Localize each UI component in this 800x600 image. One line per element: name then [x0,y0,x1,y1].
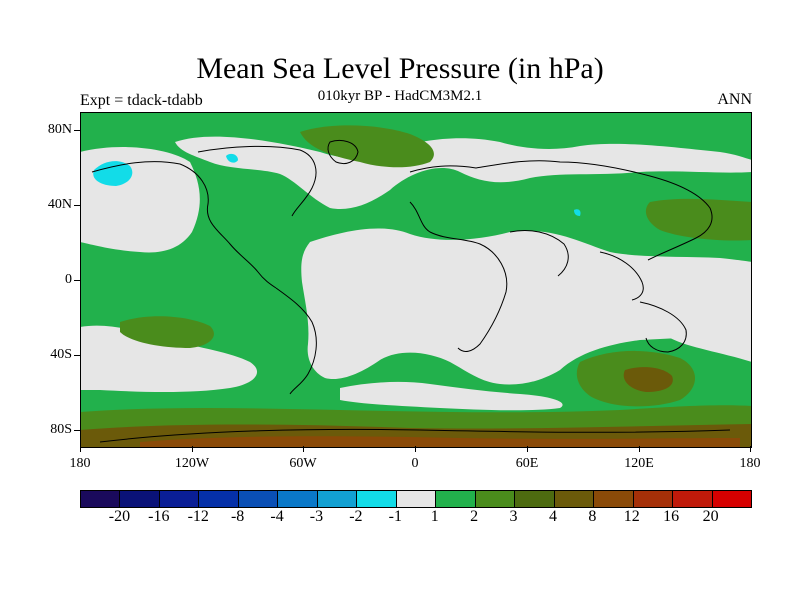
colorbar-box [554,491,595,507]
field-strong-south-indian-core [623,367,673,392]
season-label: ANN [717,91,752,108]
field-strongest-antarctic [140,436,740,448]
field-neutral-pacific-west [640,261,752,362]
colorbar-box [515,491,555,507]
colorbar-box [633,491,674,507]
chart-subtitle: 010kyr BP - HadCM3M2.1 [317,88,483,104]
colorbar-label: 4 [548,508,557,525]
field-negative-small-1 [226,153,238,163]
y-tick-label: 80S [50,422,72,437]
x-tick [527,446,528,452]
colorbar-box [120,491,160,507]
x-tick-label: 180 [739,456,761,471]
experiment-label: Expt = tdack-tdabb [80,92,203,109]
coastlines [91,139,731,443]
colorbar-box [673,491,713,507]
colorbar-box [199,491,239,507]
y-tick [74,355,80,356]
field-neutral-north-pacific [80,147,200,253]
colorbar-label: 16 [663,508,680,525]
x-tick [639,446,640,452]
y-tick [74,130,80,131]
chart-title: Mean Sea Level Pressure (in hPa) [196,52,604,85]
field-negative-alaska [93,161,133,186]
field-neutral-southern-ocean-atlantic [340,381,563,411]
x-tick [80,446,81,452]
colorbar-box [317,491,358,507]
x-tick [303,446,304,452]
x-tick-label: 120W [174,456,210,471]
colorbar-box [81,491,121,507]
x-tick-label: 180 [69,456,91,471]
colorbar-label: 2 [470,508,479,525]
x-tick-label: 60W [289,456,317,471]
x-tick [415,446,416,452]
colorbar-box [357,491,397,507]
colorbar-box [278,491,318,507]
colorbar-label: 12 [623,508,640,525]
y-tick [74,205,80,206]
field-neutral-arctic [175,136,752,210]
map-canvas [80,112,752,448]
y-tick [74,430,80,431]
x-tick-label: 0 [411,456,419,471]
colorbar-label: -20 [108,508,131,525]
colorbar-label: -8 [230,508,245,525]
x-tick [750,446,751,452]
colorbar-box [712,491,751,507]
colorbar-label: -12 [187,508,209,525]
y-tick-label: 40N [47,197,72,212]
field-negative-small-2 [574,209,581,216]
colorbar-box [159,491,200,507]
colorbar-label: -3 [309,508,324,525]
colorbar-label: 3 [509,508,518,525]
x-tick-label: 60E [515,456,539,471]
y-tick-label: 40S [50,347,72,362]
pressure-anomaly-map [80,112,752,448]
colorbar-label: 8 [588,508,597,525]
colorbar-box [238,491,279,507]
colorbar-label: -1 [388,508,402,525]
colorbar [80,490,752,508]
colorbar-label: -4 [270,508,284,525]
colorbar-label: 20 [702,508,719,525]
y-tick-label: 0 [65,272,72,287]
colorbar-box [436,491,476,507]
colorbar-box [594,491,634,507]
colorbar-box [475,491,516,507]
field-neutral-atlantic-africa [301,228,752,385]
field-medium-north-pacific-west [645,198,752,241]
y-tick-label: 80N [47,122,72,137]
field-neutral-south-pacific [80,325,258,392]
field-medium-north-europe [300,125,434,168]
x-tick-label: 120E [624,456,654,471]
x-tick [192,446,193,452]
colorbar-label: -2 [349,508,363,525]
y-tick [74,280,80,281]
colorbar-label: -16 [148,508,170,525]
colorbar-box [396,491,437,507]
field-medium-south-pacific [120,316,214,348]
colorbar-label: 1 [430,508,439,525]
